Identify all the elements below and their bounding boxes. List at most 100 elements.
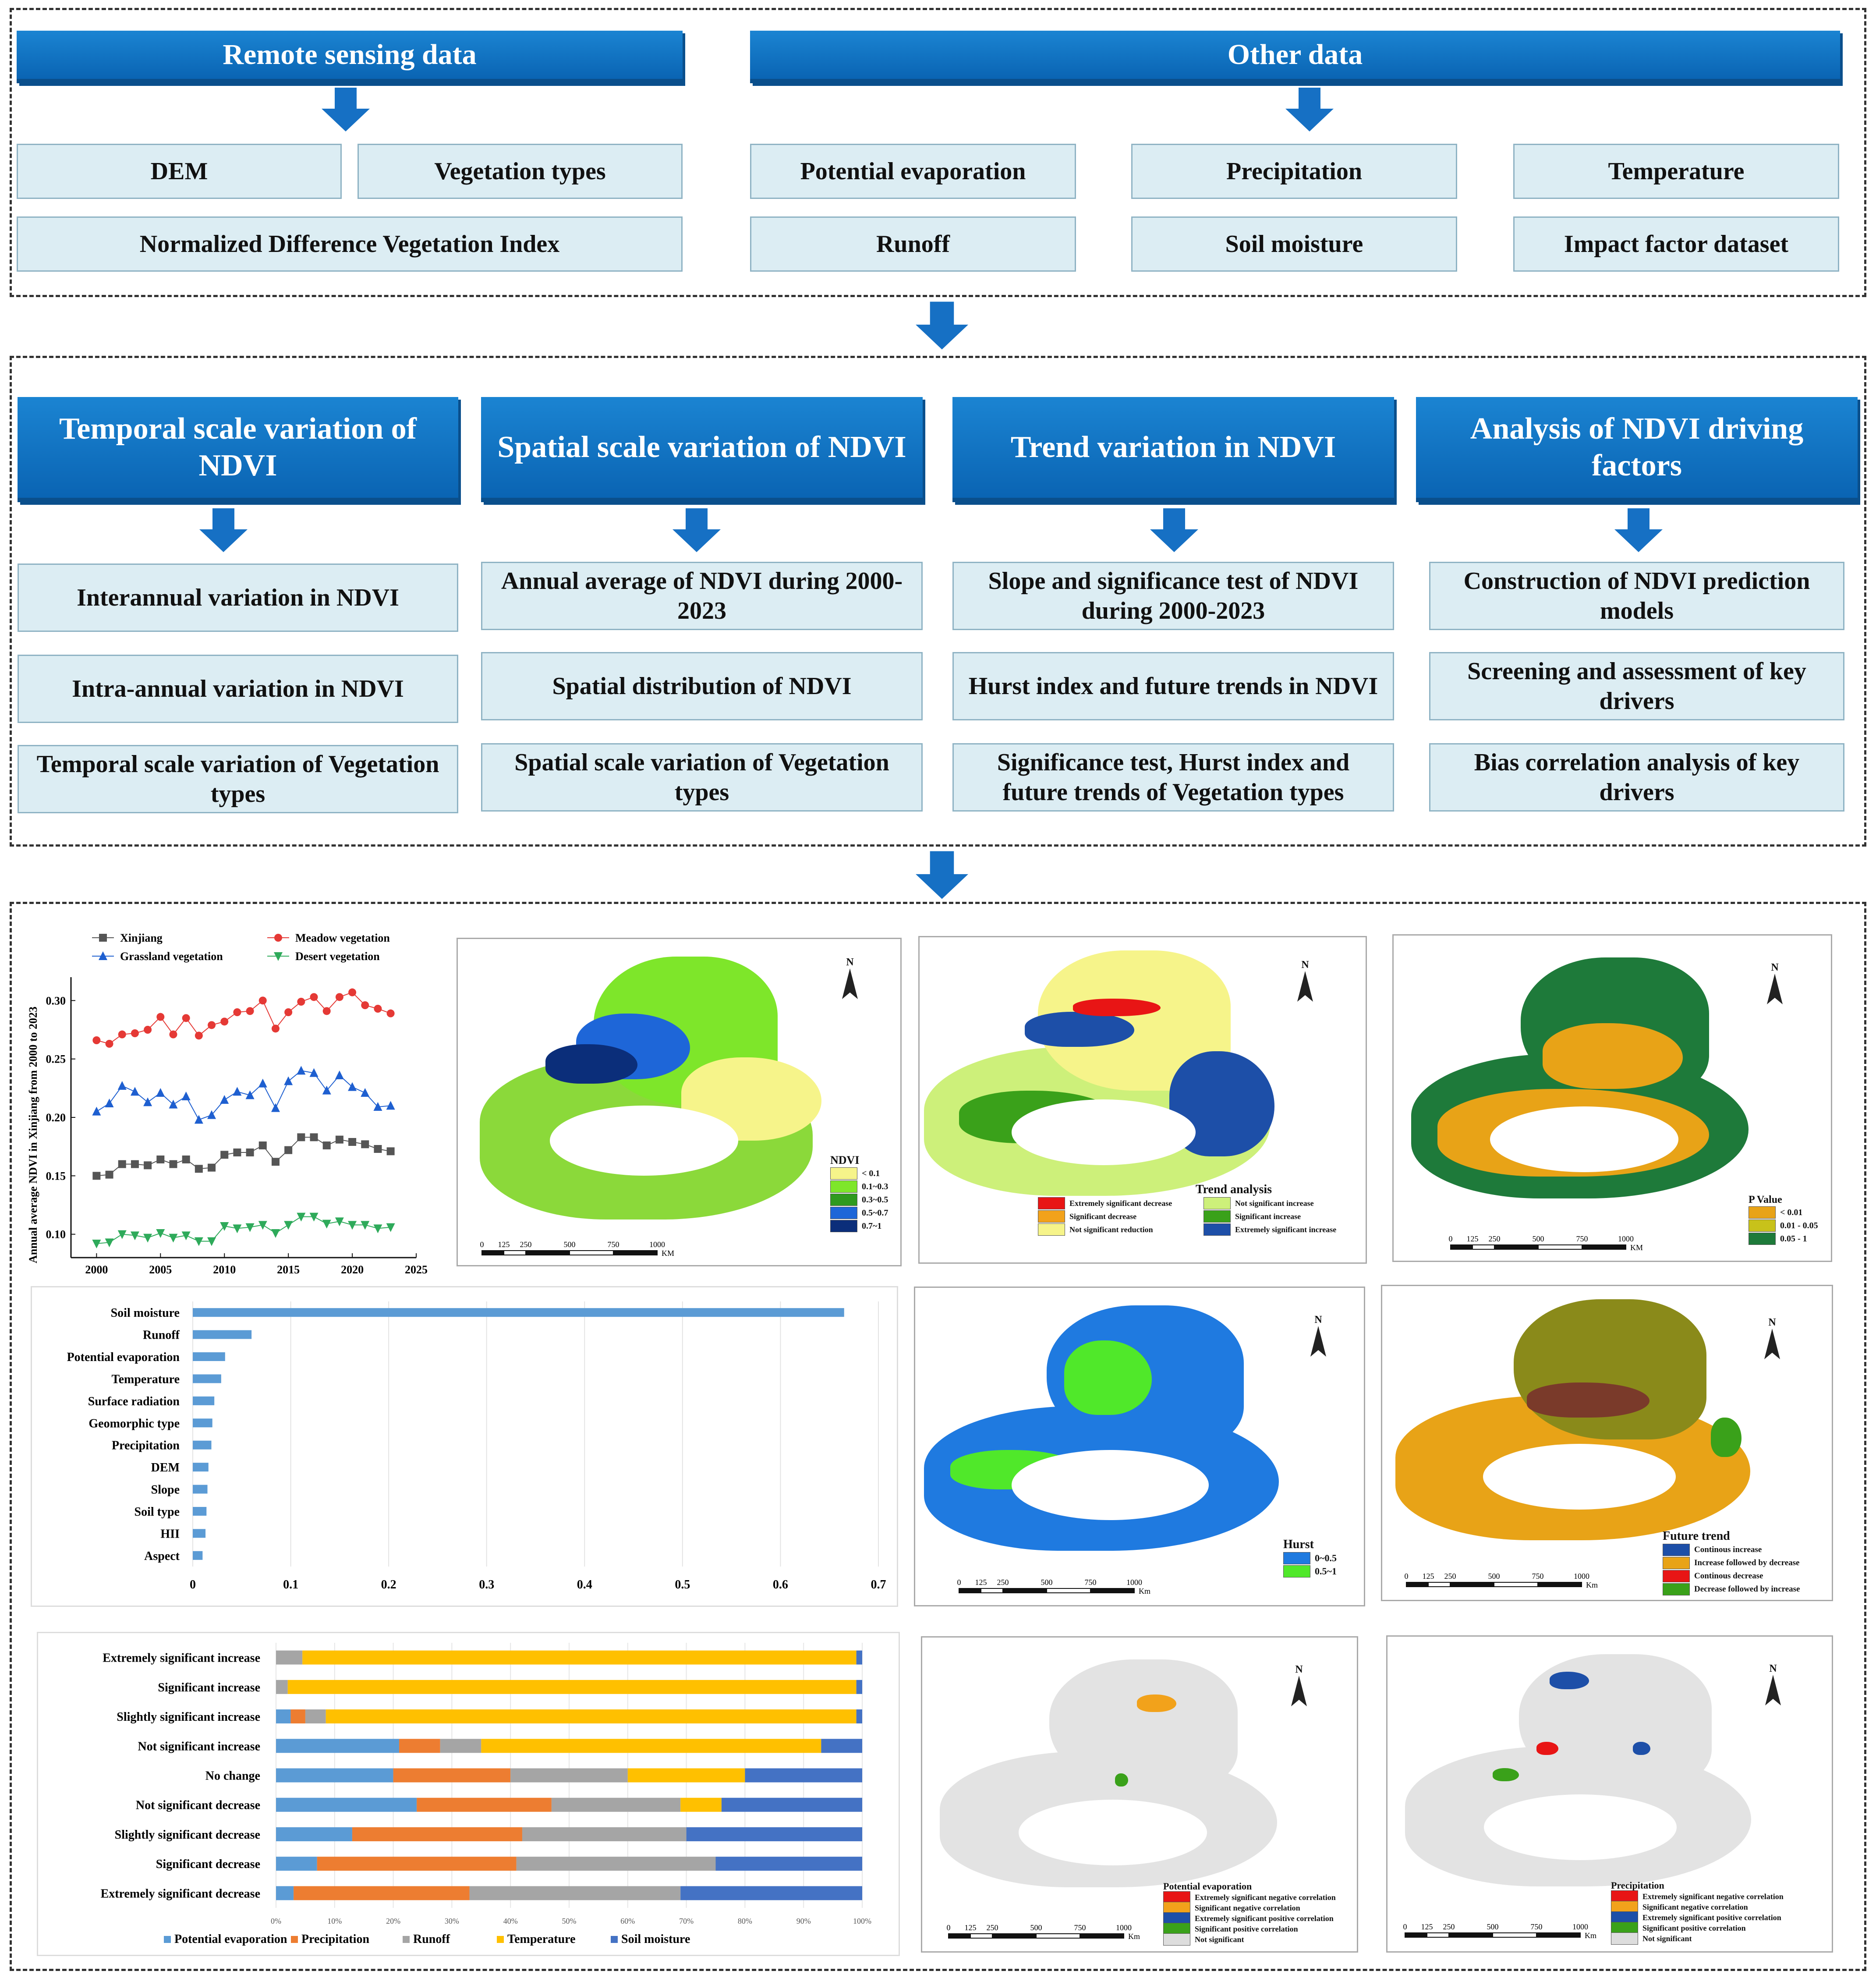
bar-segment bbox=[680, 1886, 862, 1900]
north-label: N bbox=[1771, 962, 1779, 973]
scale-label: 125 bbox=[1423, 1572, 1434, 1581]
scale-label: 1000 bbox=[1574, 1572, 1589, 1581]
x-tick-label: 2015 bbox=[277, 1263, 300, 1276]
legend-label: Extremely significant increase bbox=[1235, 1225, 1337, 1234]
legend-swatch bbox=[611, 1936, 618, 1943]
map-desert bbox=[1483, 1444, 1676, 1510]
data-point bbox=[246, 1007, 254, 1015]
xinjiang-map bbox=[1411, 957, 1753, 1203]
data-point bbox=[233, 1149, 241, 1156]
data-point bbox=[182, 1156, 190, 1163]
scale-bar: 0 125 250 500 750 1000 Km bbox=[1401, 1921, 1646, 1946]
map-desert bbox=[1012, 1450, 1209, 1520]
data-point bbox=[105, 1238, 114, 1248]
x-tick-label: 2025 bbox=[405, 1263, 428, 1276]
scale-label: 750 bbox=[1074, 1923, 1086, 1932]
data-point bbox=[233, 1087, 242, 1096]
data-point bbox=[374, 1145, 382, 1153]
data-point bbox=[169, 1030, 177, 1039]
bar-segment bbox=[399, 1739, 440, 1753]
data-point bbox=[274, 934, 282, 942]
map-region bbox=[1711, 1418, 1741, 1457]
category-label: Potential evaporation bbox=[67, 1351, 180, 1364]
scale-bar: 0 125 250 500 750 1000 KM bbox=[478, 1239, 723, 1263]
data-point bbox=[105, 1099, 114, 1107]
data-point bbox=[271, 1229, 280, 1238]
map-desert bbox=[550, 1106, 738, 1176]
y-tick-label: 0.20 bbox=[46, 1111, 66, 1124]
bar-segment bbox=[551, 1797, 681, 1812]
legend-item: Potential evaporation bbox=[164, 1932, 287, 1946]
bar-segment bbox=[856, 1650, 862, 1665]
bar bbox=[193, 1396, 215, 1405]
scale-label: 750 bbox=[608, 1240, 619, 1249]
data-point bbox=[194, 1237, 203, 1246]
impact-factor-box: Impact factor dataset bbox=[1513, 216, 1839, 272]
legend-label: < 0.01 bbox=[1780, 1207, 1803, 1217]
legend-label: Extremely significant negative correlati… bbox=[1195, 1893, 1336, 1902]
scale-label: 500 bbox=[1030, 1923, 1042, 1932]
legend-item: Temperature bbox=[497, 1932, 576, 1946]
series-line bbox=[96, 992, 391, 1045]
interannual-box: Interannual variation in NDVI bbox=[18, 564, 458, 632]
legend-label: Xinjiang bbox=[120, 932, 163, 944]
legend-label: Precipitation bbox=[301, 1932, 369, 1946]
legend-item: 0.5~0.7 bbox=[830, 1206, 888, 1219]
data-point bbox=[131, 1160, 139, 1168]
legend-label: Not significant bbox=[1642, 1934, 1692, 1943]
scale-label: 1000 bbox=[1116, 1923, 1132, 1932]
legend-title: Future trend bbox=[1663, 1529, 1730, 1543]
scale-label: 125 bbox=[965, 1923, 977, 1932]
map-region bbox=[1543, 1023, 1683, 1089]
map-desert bbox=[1012, 1099, 1196, 1165]
data-point bbox=[156, 1156, 165, 1163]
north-label: N bbox=[846, 957, 854, 968]
bar bbox=[193, 1529, 206, 1538]
x-tick-label: 0.1 bbox=[283, 1578, 298, 1592]
data-point bbox=[373, 1224, 382, 1234]
legend-label: Extremely significant decrease bbox=[1069, 1198, 1172, 1208]
scale-segment bbox=[1405, 1932, 1427, 1938]
legend-title: Precipitation bbox=[1611, 1880, 1664, 1891]
scale-label: 500 bbox=[1533, 1234, 1544, 1243]
north-label: N bbox=[1768, 1317, 1776, 1328]
legend-swatch bbox=[1749, 1233, 1776, 1245]
bar-segment bbox=[276, 1827, 352, 1841]
map-region bbox=[1115, 1773, 1128, 1787]
bar bbox=[193, 1463, 209, 1472]
legend-label: Runoff bbox=[413, 1932, 450, 1946]
legend-label: 0.5~0.7 bbox=[862, 1208, 888, 1218]
bar-segment bbox=[276, 1680, 288, 1694]
scale-segment bbox=[1450, 1244, 1473, 1250]
hurst-index-box: Hurst index and future trends in NDVI bbox=[952, 652, 1394, 720]
data-point bbox=[258, 1078, 267, 1088]
data-point bbox=[233, 1008, 241, 1016]
data-point bbox=[92, 1036, 101, 1044]
bar-segment bbox=[469, 1886, 681, 1900]
importance-chart-panel bbox=[31, 1286, 898, 1607]
category-label: Slightly significant decrease bbox=[115, 1828, 260, 1842]
bar bbox=[193, 1352, 225, 1361]
future-trend-map-panel: N Future trend Continous increase Increas… bbox=[1381, 1285, 1833, 1601]
map-region bbox=[545, 1044, 637, 1084]
bar-segment bbox=[481, 1739, 821, 1753]
legend-swatch bbox=[830, 1180, 857, 1193]
legend-title: NDVI bbox=[830, 1154, 860, 1166]
legend-label: Significant decrease bbox=[1069, 1212, 1137, 1221]
bar bbox=[193, 1330, 252, 1339]
legend-item: Desert vegetation bbox=[267, 950, 380, 963]
legend-item: 0.05 - 1 bbox=[1749, 1232, 1818, 1245]
scale-segment bbox=[525, 1250, 570, 1255]
legend-swatch bbox=[164, 1936, 171, 1943]
data-point bbox=[297, 998, 305, 1006]
scale-bar: 0 125 250 500 750 1000 Km bbox=[944, 1922, 1189, 1946]
legend-swatch bbox=[830, 1207, 857, 1219]
legend-label: 0.5~1 bbox=[1315, 1566, 1337, 1577]
data-point bbox=[105, 1170, 113, 1179]
data-point bbox=[348, 1221, 357, 1230]
legend-item: < 0.01 bbox=[1749, 1206, 1818, 1219]
bar-segment bbox=[276, 1797, 417, 1812]
north-label: N bbox=[1301, 959, 1309, 971]
data-point bbox=[386, 1101, 395, 1110]
